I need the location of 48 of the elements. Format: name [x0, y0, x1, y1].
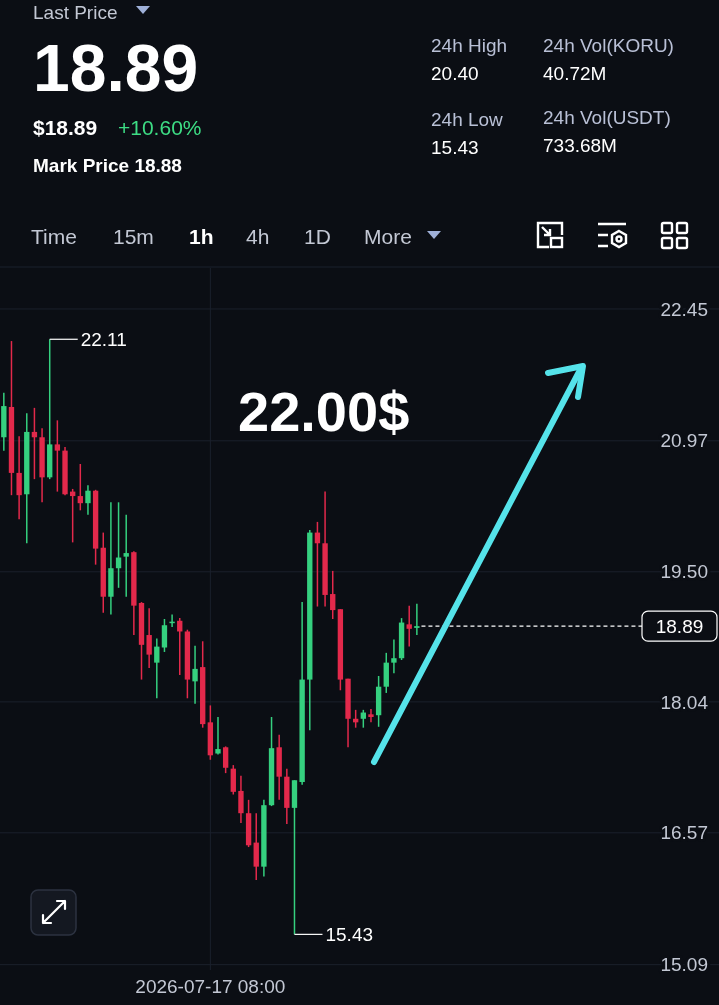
- annotation: 22.00$: [238, 380, 410, 443]
- text: 24h Vol(USDT): [543, 107, 671, 128]
- x-tick-label: 2026-07-17 08:00: [135, 976, 286, 997]
- text: Time: [31, 225, 77, 248]
- text: 18.89: [33, 31, 199, 105]
- candlestick: [16, 435, 22, 520]
- candlestick: [222, 745, 229, 774]
- text: Mark Price 18.88: [33, 155, 182, 176]
- ref-line-label: 18.89: [655, 615, 704, 637]
- candlestick: [123, 514, 129, 598]
- text: 1D: [304, 225, 331, 248]
- y-tick-label: 20.97: [660, 430, 708, 452]
- candlestick: [215, 716, 221, 756]
- y-tick-label: 18.04: [660, 691, 709, 713]
- candlestick: [230, 764, 236, 796]
- text: $18.89: [33, 116, 98, 139]
- candlestick: [161, 618, 168, 653]
- candlestick: [77, 463, 83, 512]
- y-tick-label: 15.09: [660, 954, 708, 976]
- text: 1h: [189, 225, 214, 248]
- text: 15.43: [431, 137, 479, 158]
- text: 24h Vol(KORU): [543, 35, 674, 56]
- candlestick: [406, 604, 412, 648]
- annotation: 22.11: [80, 328, 127, 350]
- y-tick-label: 16.57: [660, 822, 708, 844]
- candlestick: [85, 484, 91, 516]
- candlestick: [238, 775, 244, 824]
- y-tick-label: 19.50: [660, 561, 708, 583]
- candlestick: [391, 638, 397, 675]
- candlestick: [146, 607, 152, 669]
- candlestick: [368, 708, 374, 724]
- text: 24h Low: [431, 109, 504, 130]
- text: 40.72M: [543, 63, 607, 84]
- candlestick: [192, 644, 198, 705]
- text: 15m: [113, 225, 154, 248]
- text: +10.60%: [118, 116, 202, 139]
- annotation: 15.43: [325, 924, 374, 946]
- y-tick-label: 22.45: [660, 298, 708, 320]
- text: 733.68M: [543, 135, 617, 156]
- text: 24h High: [431, 35, 508, 56]
- candlestick: [330, 570, 336, 620]
- text: More: [364, 225, 412, 248]
- candlestick: [414, 603, 420, 636]
- candlestick: [54, 419, 61, 493]
- text: 4h: [246, 225, 270, 248]
- candlestick: [154, 637, 160, 700]
- text: 20.40: [431, 63, 479, 84]
- text: Last Price: [33, 2, 118, 23]
